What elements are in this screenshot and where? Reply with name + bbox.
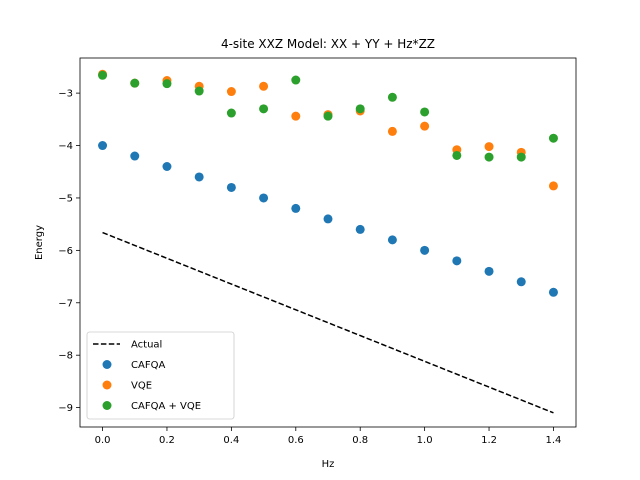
y-tick-label: −9 [58,403,73,414]
cafqa-vqe-point [323,111,333,121]
cafqa-point [484,266,494,276]
cafqa-point [194,172,204,182]
y-axis: −3 −4 −5 −6 −7 −8 −9 [58,89,80,414]
x-tick-label: 0.8 [352,435,368,446]
legend-box [86,331,235,420]
legend-label: VQE [131,381,152,392]
cafqa-point [259,193,269,203]
cafqa-vqe-point [452,150,462,160]
vqe-point [548,181,558,191]
vqe-point [484,142,494,152]
vqe-point [387,126,397,136]
chart-title: 4-site XXZ Model: XX + YY + Hz*ZZ [221,37,435,51]
cafqa-vqe-point [484,152,494,162]
x-tick-label: 0.2 [159,435,175,446]
cafqa-point [130,151,140,161]
plot-frame [79,57,577,428]
cafqa-point [516,277,526,287]
vqe-point [291,111,301,121]
y-tick-label: −5 [58,193,73,204]
cafqa-vqe-point [291,75,301,85]
y-tick-label: −3 [58,89,73,100]
cafqa-vqe-point [162,79,172,89]
cafqa-point [355,224,365,234]
cafqa-point [226,182,236,192]
cafqa-vqe-point [259,104,269,114]
x-axis: 0.0 0.2 0.4 0.6 0.8 1.0 1.2 1.4 [95,427,562,446]
y-tick-label: −6 [58,246,73,257]
x-tick-label: 1.0 [417,435,433,446]
legend-label: CAFQA [131,360,165,371]
legend: Actual CAFQA VQE CAFQA + VQE [86,331,235,420]
plot-content [98,69,558,414]
legend-marker [102,380,112,390]
cafqa-vqe-point [420,107,430,117]
actual-line [102,231,554,414]
x-tick-label: 0.0 [95,435,111,446]
cafqa-point [387,235,397,245]
cafqa-point [452,256,462,266]
x-tick-label: 1.2 [481,435,497,446]
cafqa-point [420,245,430,255]
cafqa-vqe-point [194,86,204,96]
legend-marker [102,360,112,369]
cafqa-vqe-point [516,152,526,162]
cafqa-vqe-point [226,108,236,118]
cafqa-point [323,214,333,224]
y-tick-label: −7 [58,298,73,309]
x-tick-label: 0.4 [223,435,239,446]
vqe-point [420,121,430,131]
cafqa-vqe-point [387,92,397,102]
legend-label: CAFQA + VQE [131,401,201,412]
cafqa-vqe-point [355,104,365,114]
x-tick-label: 0.6 [288,435,304,446]
cafqa-vqe-point [130,78,140,88]
cafqa-point [548,287,558,297]
cafqa-point [98,141,108,151]
vqe-point [226,87,236,97]
cafqa-vqe-point [548,133,558,143]
legend-label: Actual [131,340,162,351]
y-tick-label: −8 [58,351,73,362]
cafqa-point [162,161,172,171]
cafqa-vqe-point [98,70,108,80]
vqe-point [259,81,269,91]
legend-marker [102,401,112,410]
cafqa-point [291,203,301,213]
y-tick-label: −4 [58,141,73,152]
y-axis-label: Energy [34,225,45,260]
x-axis-label: Hz [322,459,335,470]
x-tick-label: 1.4 [546,435,562,446]
